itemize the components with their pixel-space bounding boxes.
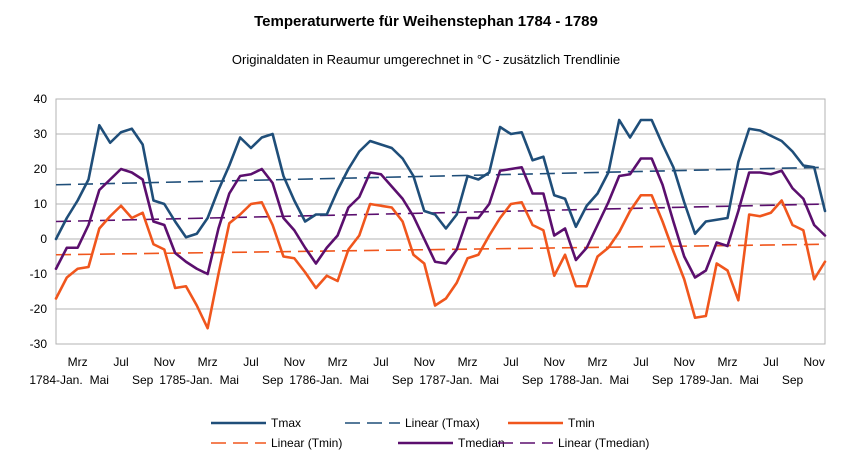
y-tick-label: 40 (34, 92, 48, 106)
x-tick-label: Jul (633, 355, 648, 369)
x-tick-label: 1784-Jan. (29, 373, 82, 387)
x-tick-label: 1789-Jan. (679, 373, 732, 387)
y-tick-label: -30 (30, 337, 48, 351)
x-tick-label: Sep (522, 373, 544, 387)
x-tick-label: Jul (243, 355, 258, 369)
chart-title: Temperaturwerte für Weihenstephan 1784 -… (254, 13, 598, 30)
legend-label-1: Linear (Tmax) (405, 416, 480, 430)
y-tick-label: 10 (34, 197, 48, 211)
x-tick-label: Mai (610, 373, 629, 387)
y-tick-label: 20 (34, 162, 48, 176)
legend-label-3: Linear (Tmin) (271, 436, 342, 450)
x-tick-label: Nov (414, 355, 435, 369)
x-tick-label: 1786-Jan. (289, 373, 342, 387)
x-tick-label: Mrz (328, 355, 348, 369)
x-tick-label: Mrz (718, 355, 738, 369)
x-tick-label: Sep (392, 373, 414, 387)
x-tick-label: Mai (220, 373, 239, 387)
chart-legend: Tmax Linear (Tmax) Tmin Linear (Tmin) Tmedia… (211, 416, 649, 450)
legend-label-4: Tmedian (458, 436, 505, 450)
y-tick-label: 30 (34, 127, 48, 141)
y-tick-label: 0 (40, 232, 47, 246)
series-1-trendline (55, 166, 826, 186)
x-axis-ticks: Mrz Jul Nov 1784-Jan. Mai Sep Mrz Jul Nov 1785-Ja… (29, 355, 825, 387)
x-tick-label: Sep (132, 373, 154, 387)
x-tick-label: 1785-Jan. (159, 373, 212, 387)
x-tick-label: Jul (763, 355, 778, 369)
series-3-trendline (55, 243, 826, 256)
x-tick-label: Mai (90, 373, 109, 387)
x-tick-label: Mrz (198, 355, 218, 369)
x-tick-label: Sep (782, 373, 804, 387)
x-tick-label: Sep (652, 373, 674, 387)
x-tick-label: Mai (740, 373, 759, 387)
grid-lines (56, 98, 825, 345)
series-4-line (54, 157, 827, 279)
y-axis-ticks: -30 -20 -10 0 10 20 30 40 (30, 92, 48, 351)
legend-label-0: Tmax (271, 416, 301, 430)
x-tick-label: Mrz (68, 355, 88, 369)
series-5-trendline (55, 203, 826, 223)
x-tick-label: 1788-Jan. (549, 373, 602, 387)
x-tick-label: Nov (284, 355, 305, 369)
x-tick-label: Mai (480, 373, 499, 387)
x-tick-label: Sep (262, 373, 284, 387)
legend-label-2: Tmin (568, 416, 595, 430)
chart-subtitle: Originaldaten in Reaumur umgerechnet in … (232, 52, 620, 67)
x-tick-label: Jul (373, 355, 388, 369)
x-tick-label: 1787-Jan. (419, 373, 472, 387)
x-tick-label: Nov (803, 355, 824, 369)
series-0-line (54, 118, 827, 241)
x-tick-label: Jul (113, 355, 128, 369)
y-tick-label: -20 (30, 302, 48, 316)
x-tick-label: Jul (503, 355, 518, 369)
series-2-line (54, 193, 827, 330)
x-tick-label: Nov (674, 355, 695, 369)
legend-label-5: Linear (Tmedian) (558, 436, 649, 450)
x-tick-label: Mai (350, 373, 369, 387)
x-tick-label: Mrz (458, 355, 478, 369)
series-layer (54, 118, 827, 330)
x-tick-label: Nov (544, 355, 565, 369)
x-tick-label: Nov (154, 355, 175, 369)
y-tick-label: -10 (30, 267, 48, 281)
x-tick-label: Mrz (588, 355, 608, 369)
